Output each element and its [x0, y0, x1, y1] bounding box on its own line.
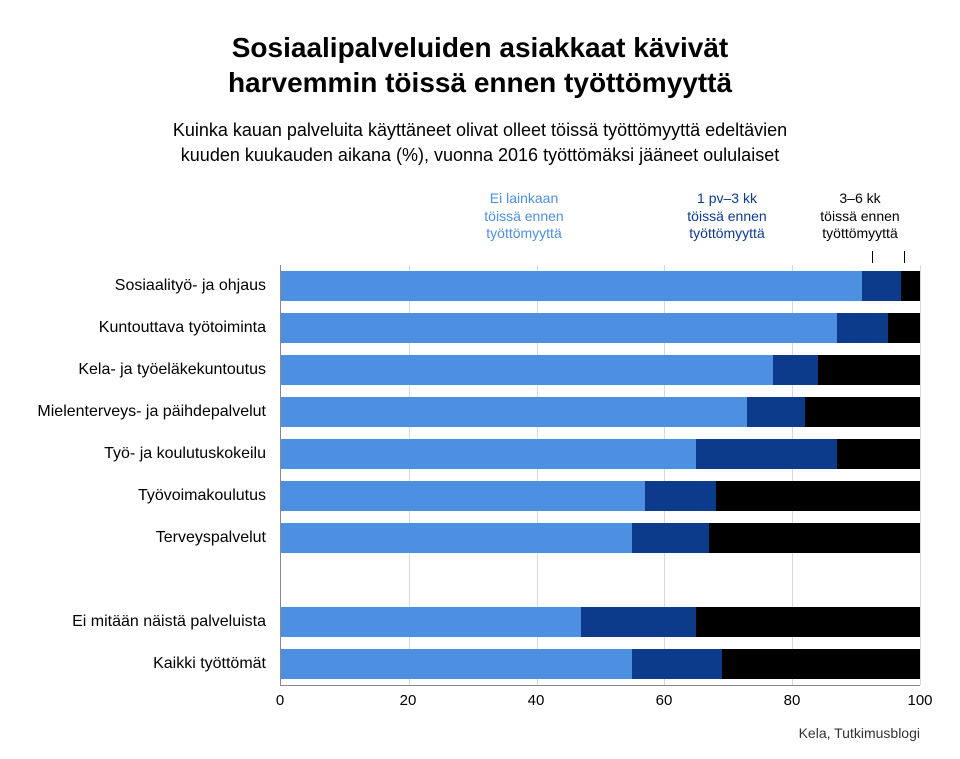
bar-segment [281, 607, 581, 637]
bar-row [281, 517, 920, 559]
bar-segment [645, 481, 715, 511]
stacked-bar [281, 355, 920, 385]
stacked-bar [281, 271, 920, 301]
stacked-bar [281, 607, 920, 637]
stacked-bar [281, 439, 920, 469]
bar-segment [837, 313, 888, 343]
chart-subtitle: Kuinka kauan palveluita käyttäneet oliva… [40, 118, 920, 168]
bar-segment [281, 355, 773, 385]
bar-chart: Sosiaalityö- ja ohjausKuntouttava työtoi… [40, 265, 920, 685]
bar-segment [281, 649, 632, 679]
chart-credit: Kela, Tutkimusblogi [799, 725, 920, 741]
category-label: Sosiaalityö- ja ohjaus [40, 265, 280, 307]
bar-segment [581, 607, 696, 637]
x-axis: 020406080100 [280, 685, 920, 715]
bar-segment [837, 439, 920, 469]
stacked-bar [281, 313, 920, 343]
legend-item-1: Ei lainkaan töissä ennen työttömyyttä [394, 190, 654, 243]
bar-segment [773, 355, 818, 385]
x-tick-label: 60 [656, 692, 673, 709]
title-line-1: Sosiaalipalveluiden asiakkaat kävivät [232, 32, 729, 63]
bar-segment [805, 397, 920, 427]
chart-title: Sosiaalipalveluiden asiakkaat kävivät ha… [40, 30, 920, 100]
plot-area [280, 265, 920, 685]
bar-segment [696, 607, 920, 637]
bar-segment [709, 523, 920, 553]
stacked-bar [281, 481, 920, 511]
y-axis-labels: Sosiaalityö- ja ohjausKuntouttava työtoi… [40, 265, 280, 685]
x-tick-label: 80 [784, 692, 801, 709]
bar-segment [632, 649, 721, 679]
bar-row [281, 349, 920, 391]
x-tick-label: 40 [528, 692, 545, 709]
category-label: Työ- ja koulutuskokeilu [40, 433, 280, 475]
stacked-bar [281, 523, 920, 553]
bar-row [281, 433, 920, 475]
category-label: Ei mitään näistä palveluista [40, 601, 280, 643]
stacked-bar [281, 649, 920, 679]
bar-row [281, 265, 920, 307]
bar-row [281, 475, 920, 517]
bar-row [281, 307, 920, 349]
bar-row [281, 643, 920, 685]
bar-segment [716, 481, 920, 511]
bar-segment [818, 355, 920, 385]
category-label: Kaikki työttömät [40, 643, 280, 685]
category-label: Työvoimakoulutus [40, 475, 280, 517]
subtitle-line-1: Kuinka kauan palveluita käyttäneet oliva… [173, 120, 787, 140]
legend-connector-lines [280, 249, 920, 263]
bar-segment [281, 439, 696, 469]
bar-segment [747, 397, 805, 427]
bar-segment [888, 313, 920, 343]
bar-segment [632, 523, 709, 553]
bar-segment [281, 313, 837, 343]
category-label: Terveyspalvelut [40, 517, 280, 559]
bar-segment [696, 439, 837, 469]
x-tick-label: 100 [907, 692, 932, 709]
legend-item-2: 1 pv–3 kk töissä ennen työttömyyttä [662, 190, 792, 243]
bar-row [281, 391, 920, 433]
bar-segment [281, 481, 645, 511]
category-label: Kuntouttava työtoiminta [40, 307, 280, 349]
bar-segment [281, 397, 747, 427]
title-line-2: harvemmin töissä ennen työttömyyttä [228, 67, 732, 98]
legend-item-3: 3–6 kk töissä ennen työttömyyttä [800, 190, 920, 243]
category-label: Mielenterveys- ja päihdepalvelut [40, 391, 280, 433]
category-label: Kela- ja työeläkekuntoutus [40, 349, 280, 391]
chart-legend: Ei lainkaan töissä ennen työttömyyttä 1 … [280, 190, 920, 243]
bar-segment [722, 649, 920, 679]
x-tick-label: 0 [276, 692, 284, 709]
stacked-bar [281, 397, 920, 427]
bar-row [281, 601, 920, 643]
bar-segment [862, 271, 900, 301]
x-tick-label: 20 [400, 692, 417, 709]
bar-segment [281, 523, 632, 553]
bar-segment [281, 271, 862, 301]
subtitle-line-2: kuuden kuukauden aikana (%), vuonna 2016… [181, 145, 779, 165]
bar-segment [901, 271, 920, 301]
